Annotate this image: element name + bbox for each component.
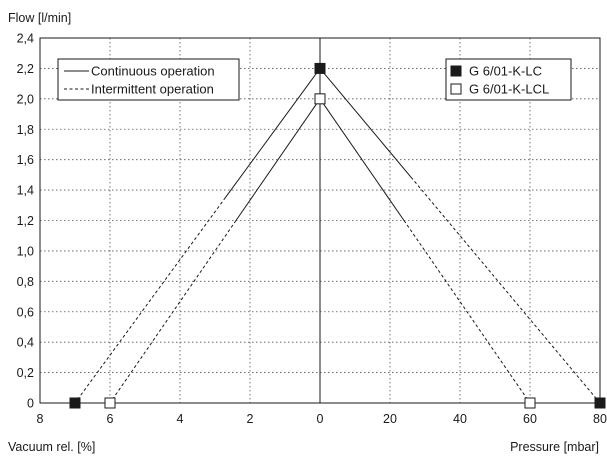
legend-line-styles-box (57, 58, 240, 101)
legend-series-box (445, 58, 572, 101)
x-axis-label-pressure: Pressure [mbar] (510, 440, 599, 454)
y-tick-label: 0,8 (17, 275, 34, 289)
x-tick-label: 4 (177, 412, 184, 426)
y-tick-label: 0,2 (17, 366, 34, 380)
y-tick-label: 0,6 (17, 305, 34, 319)
x-tick-label: 8 (37, 412, 44, 426)
x-ticks: 8 6 4 2 0 20 40 60 80 (37, 412, 607, 426)
series-line-intermittent (74, 197, 226, 404)
y-axis-label: Flow [l/min] (8, 11, 71, 25)
y-tick-label: 2,4 (17, 32, 34, 46)
y-tick-label: 1,0 (17, 244, 34, 258)
series-line-intermittent (403, 220, 531, 404)
series-lines (74, 68, 601, 404)
marker-filled-square (69, 397, 81, 409)
marker-open-square (314, 93, 326, 105)
marker-filled-square (314, 62, 326, 74)
y-tick-label: 1,6 (17, 153, 34, 167)
y-tick-label: 1,2 (17, 214, 34, 228)
series-markers (69, 62, 606, 409)
y-tick-label: 0,4 (17, 336, 34, 350)
series-line-continuous (235, 98, 321, 221)
marker-open-square (524, 397, 536, 409)
x-tick-label: 80 (593, 412, 607, 426)
y-tick-label: 1,4 (17, 184, 34, 198)
legend-marker-open-square (450, 83, 462, 95)
x-tick-label: 2 (247, 412, 254, 426)
y-tick-label: 1,8 (17, 123, 34, 137)
x-axis-label-vacuum: Vacuum rel. [%] (8, 440, 95, 454)
marker-open-square (104, 397, 116, 409)
x-tick-label: 0 (317, 412, 324, 426)
legend-line-label: Continuous operation (91, 64, 215, 79)
plot-frame (39, 37, 601, 404)
y-tick-label: 2,2 (17, 62, 34, 76)
series-line-continuous (225, 68, 321, 198)
series-line-continuous (319, 68, 412, 178)
x-tick-label: 40 (453, 412, 467, 426)
x-tick-label: 6 (107, 412, 114, 426)
legend-series: G 6/01-K-LC G 6/01-K-LCL (445, 58, 572, 101)
x-tick-label: 60 (523, 412, 537, 426)
y-tick-label: 2,0 (17, 92, 34, 106)
legend-line-label: Intermittent operation (91, 82, 214, 97)
legend-series-label: G 6/01-K-LCL (469, 82, 549, 97)
series-line-intermittent (410, 176, 601, 404)
legend-marker-filled-square (450, 65, 462, 77)
x-tick-label: 20 (383, 412, 397, 426)
y-tick-label: 0 (27, 397, 34, 411)
marker-filled-square (594, 397, 606, 409)
series-line-intermittent (109, 220, 237, 404)
legend-series-label: G 6/01-K-LC (469, 64, 542, 79)
legend-line-styles: Continuous operation Intermittent operati… (57, 58, 240, 101)
series-line-continuous (319, 98, 405, 221)
y-ticks: 0 0,2 0,4 0,6 0,8 1,0 1,2 1,4 1,6 1,8 2,0 2,2 2,4 (17, 32, 34, 411)
